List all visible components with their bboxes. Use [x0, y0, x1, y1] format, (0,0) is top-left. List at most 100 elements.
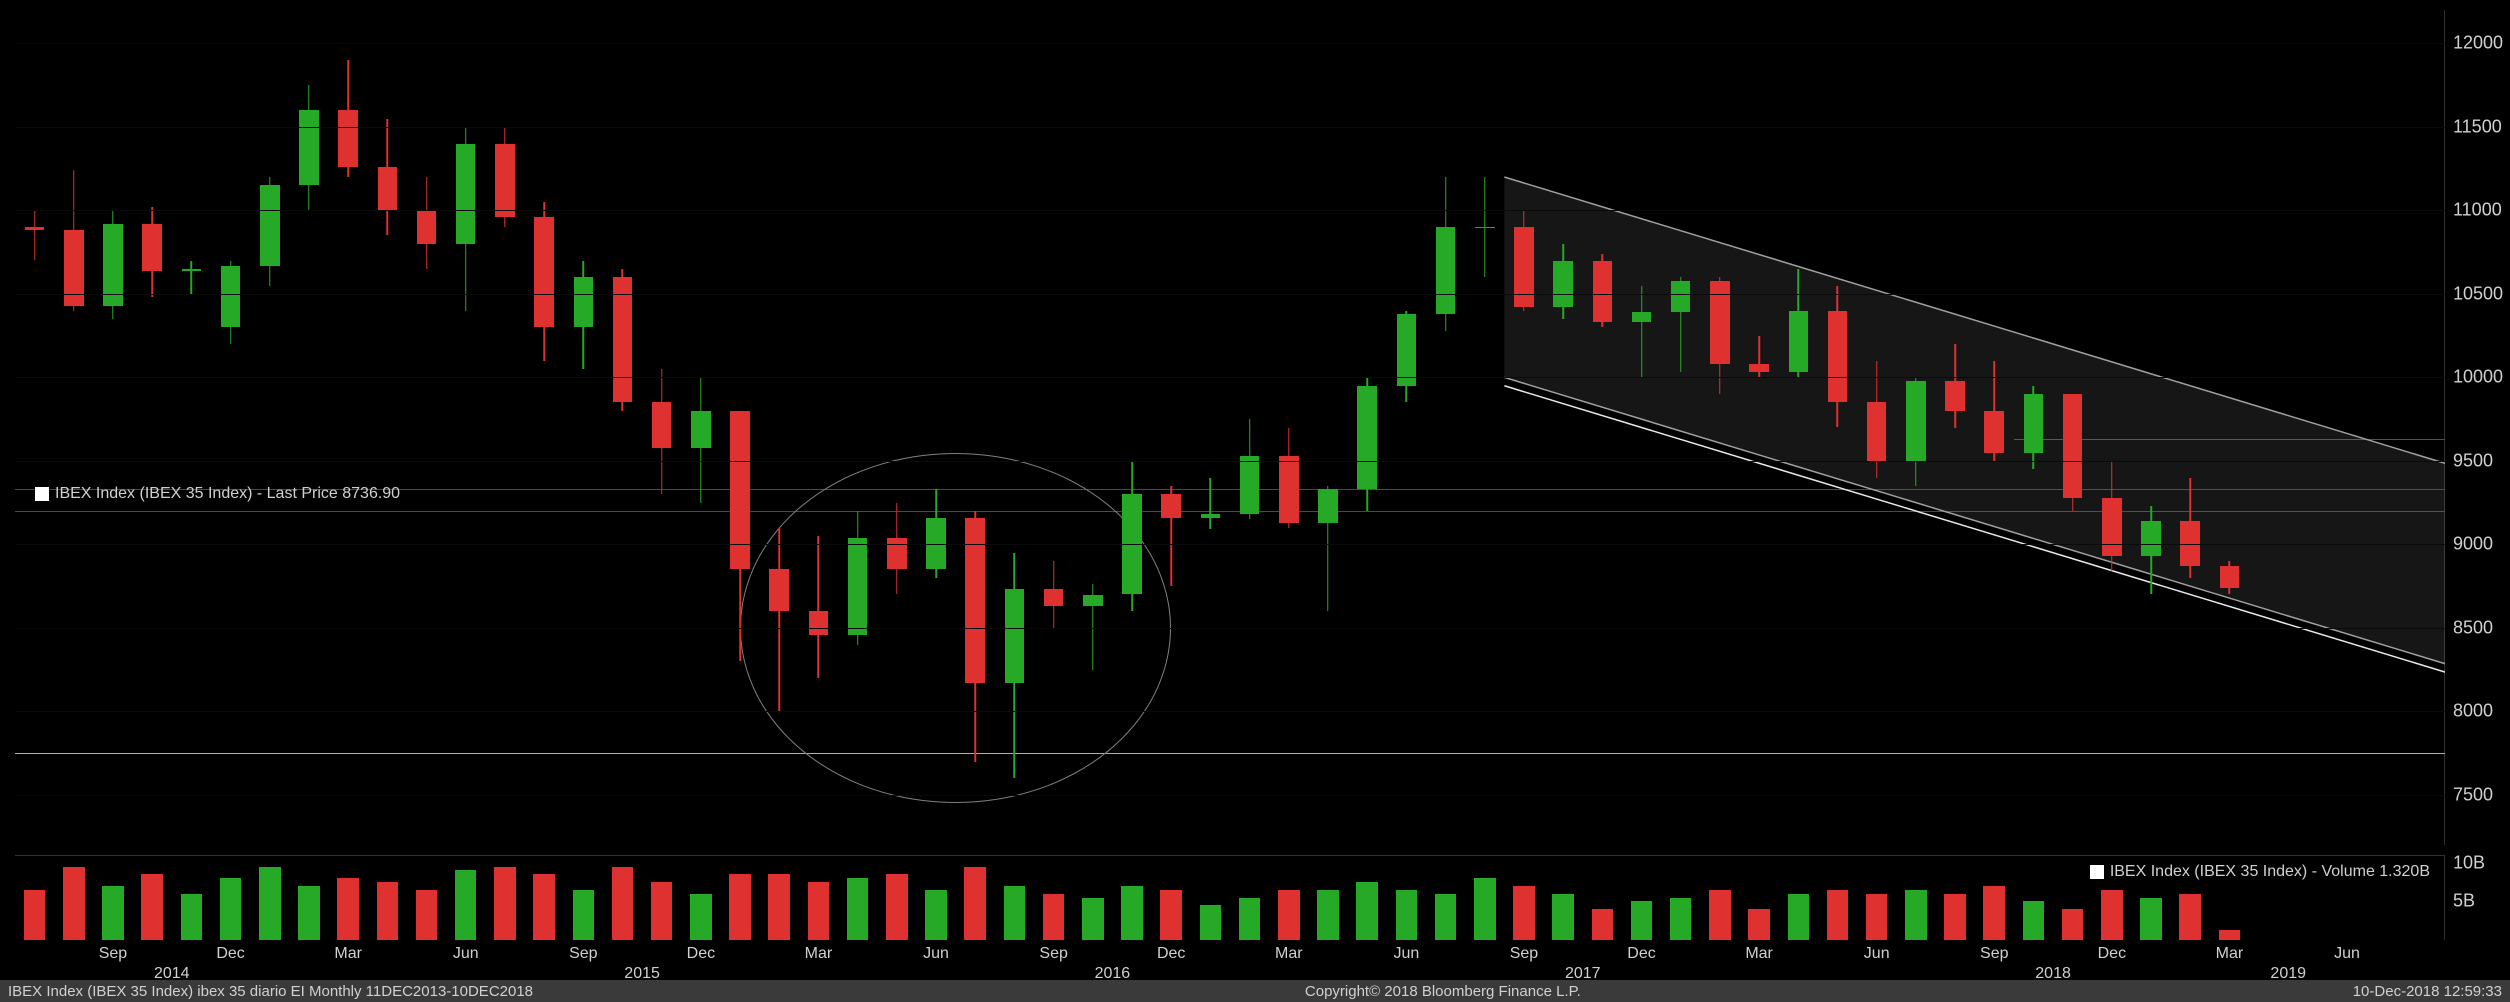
volume-bar[interactable] [1552, 894, 1574, 940]
volume-bar[interactable] [886, 874, 908, 940]
volume-bar[interactable] [729, 874, 751, 940]
candlestick[interactable] [1396, 10, 1418, 845]
candlestick[interactable] [298, 10, 320, 845]
candlestick[interactable] [690, 10, 712, 845]
candlestick[interactable] [1200, 10, 1222, 845]
volume-bar[interactable] [1317, 890, 1339, 940]
candlestick[interactable] [1827, 10, 1849, 845]
volume-bar[interactable] [847, 878, 869, 940]
candlestick[interactable] [455, 10, 477, 845]
candlestick[interactable] [220, 10, 242, 845]
volume-bar[interactable] [2179, 894, 2201, 940]
candlestick[interactable] [259, 10, 281, 845]
volume-chart-panel[interactable] [15, 855, 2445, 940]
candlestick[interactable] [1983, 10, 2005, 845]
candlestick[interactable] [2062, 10, 2084, 845]
volume-bar[interactable] [651, 882, 673, 940]
candlestick[interactable] [63, 10, 85, 845]
volume-bar[interactable] [1396, 890, 1418, 940]
volume-bar[interactable] [1435, 894, 1457, 940]
volume-bar[interactable] [1827, 890, 1849, 940]
candlestick[interactable] [1709, 10, 1731, 845]
candlestick[interactable] [1788, 10, 1810, 845]
candlestick[interactable] [1278, 10, 1300, 845]
candlestick[interactable] [533, 10, 555, 845]
volume-bar[interactable] [573, 890, 595, 940]
volume-bar[interactable] [1709, 890, 1731, 940]
volume-bar[interactable] [494, 867, 516, 940]
volume-bar[interactable] [1670, 898, 1692, 941]
volume-bar[interactable] [298, 886, 320, 940]
volume-bar[interactable] [925, 890, 947, 940]
volume-bar[interactable] [102, 886, 124, 940]
candlestick[interactable] [925, 10, 947, 845]
candlestick[interactable] [102, 10, 124, 845]
volume-bar[interactable] [455, 870, 477, 940]
volume-bar[interactable] [1983, 886, 2005, 940]
candlestick[interactable] [1082, 10, 1104, 845]
volume-bar[interactable] [612, 867, 634, 940]
volume-bar[interactable] [964, 867, 986, 940]
candlestick[interactable] [768, 10, 790, 845]
volume-bar[interactable] [808, 882, 830, 940]
volume-bar[interactable] [1748, 909, 1770, 940]
volume-bar[interactable] [220, 878, 242, 940]
volume-bar[interactable] [690, 894, 712, 940]
volume-bar[interactable] [259, 867, 281, 940]
volume-bar[interactable] [1592, 909, 1614, 940]
candlestick[interactable] [416, 10, 438, 845]
candlestick[interactable] [886, 10, 908, 845]
volume-bar[interactable] [1082, 898, 1104, 941]
candlestick[interactable] [1160, 10, 1182, 845]
candlestick[interactable] [2219, 10, 2241, 845]
volume-bar[interactable] [377, 882, 399, 940]
volume-bar[interactable] [416, 890, 438, 940]
volume-bar[interactable] [2140, 898, 2162, 941]
candlestick[interactable] [1474, 10, 1496, 845]
candlestick[interactable] [651, 10, 673, 845]
candlestick[interactable] [1631, 10, 1653, 845]
volume-bar[interactable] [1905, 890, 1927, 940]
volume-bar[interactable] [2219, 930, 2241, 940]
candlestick[interactable] [1121, 10, 1143, 845]
candlestick[interactable] [181, 10, 203, 845]
candlestick[interactable] [1513, 10, 1535, 845]
volume-bar[interactable] [2023, 901, 2045, 940]
volume-bar[interactable] [533, 874, 555, 940]
candlestick[interactable] [808, 10, 830, 845]
volume-bar[interactable] [1474, 878, 1496, 940]
candlestick[interactable] [1866, 10, 1888, 845]
volume-bar[interactable] [1200, 905, 1222, 940]
volume-bar[interactable] [768, 874, 790, 940]
candlestick[interactable] [573, 10, 595, 845]
candlestick[interactable] [2140, 10, 2162, 845]
candlestick[interactable] [1043, 10, 1065, 845]
candlestick[interactable] [847, 10, 869, 845]
candlestick[interactable] [1317, 10, 1339, 845]
volume-bar[interactable] [1356, 882, 1378, 940]
volume-bar[interactable] [1788, 894, 1810, 940]
candlestick[interactable] [1356, 10, 1378, 845]
candlestick[interactable] [2023, 10, 2045, 845]
volume-bar[interactable] [1239, 898, 1261, 941]
volume-bar[interactable] [337, 878, 359, 940]
volume-bar[interactable] [181, 894, 203, 940]
candlestick[interactable] [612, 10, 634, 845]
volume-bar[interactable] [141, 874, 163, 940]
volume-bar[interactable] [1121, 886, 1143, 940]
volume-bar[interactable] [1160, 890, 1182, 940]
volume-bar[interactable] [1004, 886, 1026, 940]
candlestick[interactable] [337, 10, 359, 845]
candlestick[interactable] [494, 10, 516, 845]
candlestick[interactable] [1239, 10, 1261, 845]
candlestick[interactable] [1004, 10, 1026, 845]
candlestick[interactable] [1748, 10, 1770, 845]
candlestick[interactable] [1670, 10, 1692, 845]
candlestick[interactable] [377, 10, 399, 845]
candlestick[interactable] [1552, 10, 1574, 845]
candlestick[interactable] [1944, 10, 1966, 845]
volume-bar[interactable] [63, 867, 85, 940]
candlestick[interactable] [1592, 10, 1614, 845]
volume-bar[interactable] [1631, 901, 1653, 940]
candlestick[interactable] [729, 10, 751, 845]
